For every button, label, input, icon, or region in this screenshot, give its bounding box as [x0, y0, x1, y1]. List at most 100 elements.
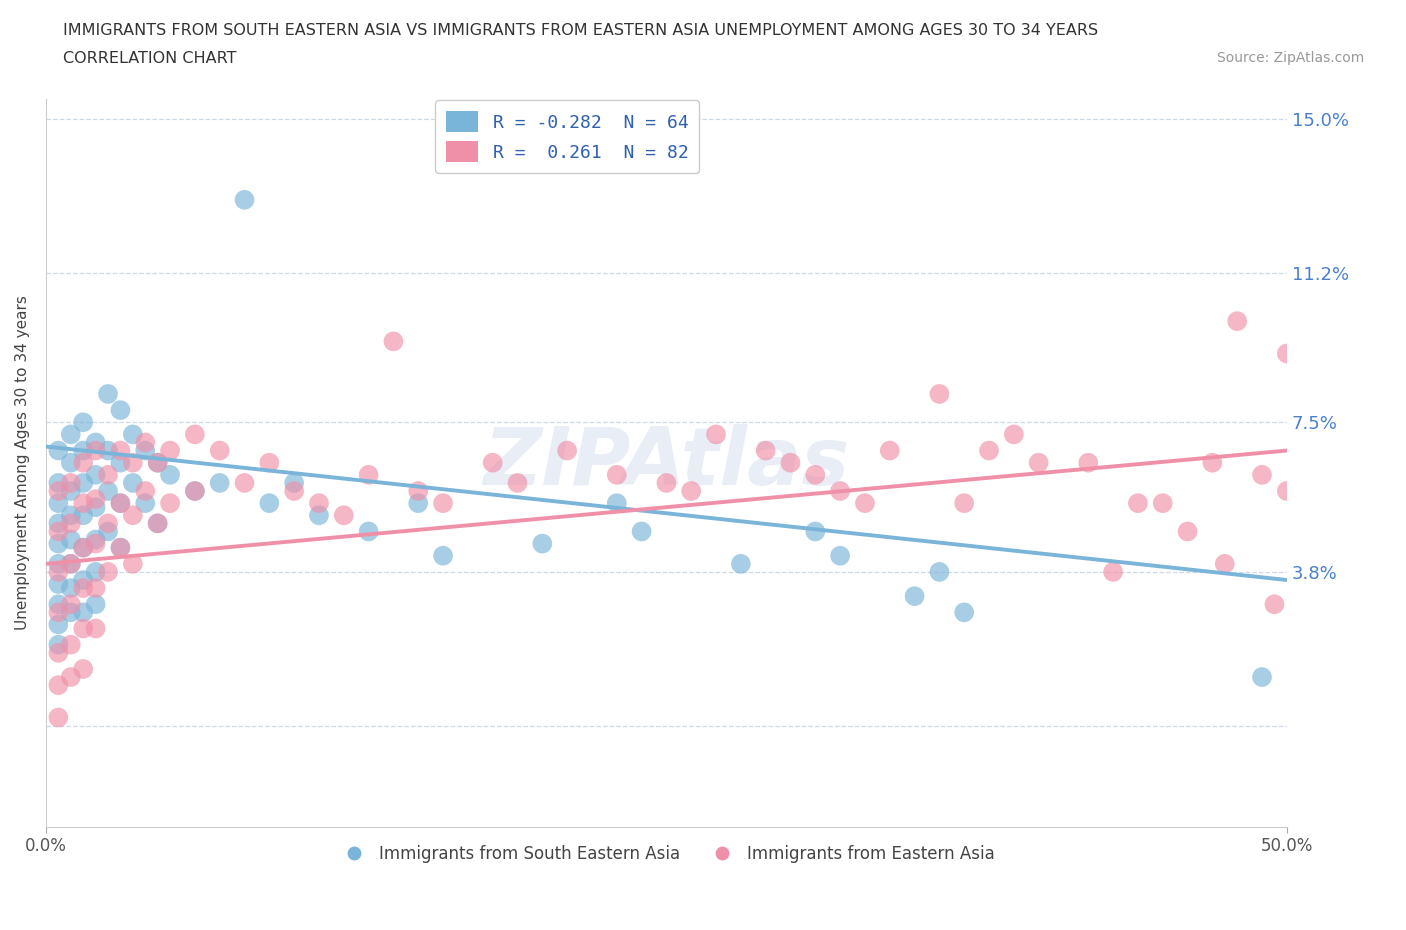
Point — [606, 468, 628, 483]
Point — [72, 540, 94, 555]
Point — [72, 508, 94, 523]
Point — [110, 403, 132, 418]
Point — [48, 556, 70, 571]
Point — [48, 577, 70, 591]
Point — [779, 456, 801, 471]
Point — [48, 443, 70, 458]
Point — [953, 496, 976, 511]
Point — [97, 565, 120, 579]
Point — [121, 427, 143, 442]
Point — [48, 516, 70, 531]
Point — [704, 427, 727, 442]
Point — [72, 604, 94, 619]
Point — [283, 484, 305, 498]
Point — [630, 524, 652, 538]
Point — [1002, 427, 1025, 442]
Point — [481, 456, 503, 471]
Point — [531, 537, 554, 551]
Point — [1201, 456, 1223, 471]
Point — [72, 443, 94, 458]
Point — [48, 484, 70, 498]
Point — [1102, 565, 1125, 579]
Point — [208, 443, 231, 458]
Point — [259, 496, 281, 511]
Point — [59, 475, 82, 490]
Point — [134, 443, 156, 458]
Point — [97, 468, 120, 483]
Point — [830, 484, 852, 498]
Point — [84, 537, 107, 551]
Point — [72, 540, 94, 555]
Point — [928, 565, 950, 579]
Point — [308, 508, 330, 523]
Point — [1275, 484, 1298, 498]
Point — [121, 456, 143, 471]
Point — [59, 556, 82, 571]
Point — [1152, 496, 1174, 511]
Point — [382, 334, 405, 349]
Point — [259, 456, 281, 471]
Point — [84, 565, 107, 579]
Point — [48, 475, 70, 490]
Point — [134, 496, 156, 511]
Point — [830, 549, 852, 564]
Point — [59, 532, 82, 547]
Point — [97, 524, 120, 538]
Point — [134, 484, 156, 498]
Point — [59, 637, 82, 652]
Point — [59, 484, 82, 498]
Point — [283, 475, 305, 490]
Point — [506, 475, 529, 490]
Point — [97, 443, 120, 458]
Point — [432, 496, 454, 511]
Point — [72, 496, 94, 511]
Point — [1275, 346, 1298, 361]
Point — [72, 475, 94, 490]
Point — [1251, 468, 1274, 483]
Point — [755, 443, 778, 458]
Point — [48, 524, 70, 538]
Point — [903, 589, 925, 604]
Point — [146, 456, 169, 471]
Point — [48, 637, 70, 652]
Point — [84, 435, 107, 450]
Point — [730, 556, 752, 571]
Point — [110, 456, 132, 471]
Point — [48, 565, 70, 579]
Point — [84, 499, 107, 514]
Point — [59, 516, 82, 531]
Point — [681, 484, 703, 498]
Point — [655, 475, 678, 490]
Point — [59, 427, 82, 442]
Point — [97, 484, 120, 498]
Point — [84, 492, 107, 507]
Point — [159, 468, 181, 483]
Point — [110, 496, 132, 511]
Point — [853, 496, 876, 511]
Point — [804, 468, 827, 483]
Point — [121, 556, 143, 571]
Point — [1077, 456, 1099, 471]
Point — [146, 516, 169, 531]
Point — [1028, 456, 1050, 471]
Text: Source: ZipAtlas.com: Source: ZipAtlas.com — [1216, 51, 1364, 65]
Point — [184, 484, 207, 498]
Point — [110, 443, 132, 458]
Point — [84, 621, 107, 636]
Point — [59, 580, 82, 595]
Point — [432, 549, 454, 564]
Point — [59, 604, 82, 619]
Point — [48, 678, 70, 693]
Point — [233, 475, 256, 490]
Point — [1126, 496, 1149, 511]
Point — [208, 475, 231, 490]
Point — [59, 556, 82, 571]
Point — [48, 604, 70, 619]
Point — [146, 456, 169, 471]
Point — [84, 468, 107, 483]
Point — [233, 193, 256, 207]
Point — [48, 496, 70, 511]
Point — [97, 516, 120, 531]
Point — [110, 540, 132, 555]
Point — [146, 516, 169, 531]
